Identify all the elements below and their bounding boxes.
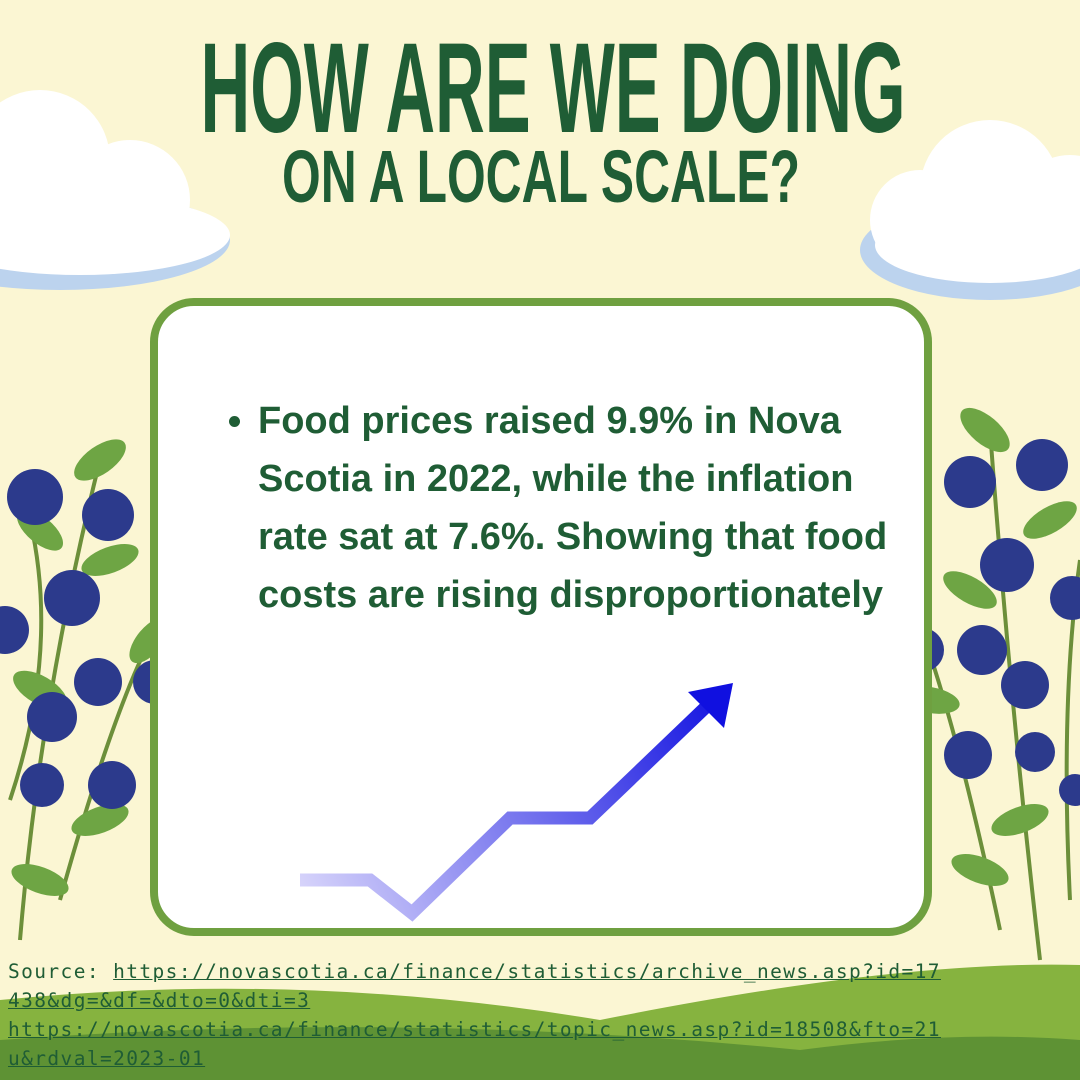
subtitle: ON A LOCAL SCALE? [282, 135, 800, 218]
trend-arrow [300, 700, 713, 922]
source-link[interactable]: https://novascotia.ca/finance/statistics… [8, 1018, 941, 1070]
bullet: Food prices raised 9.9% in Nova Scotia i… [258, 392, 908, 624]
bush-right [900, 407, 1080, 961]
source: Source: https://novascotia.ca/finance/st… [8, 957, 943, 1073]
hill [0, 1027, 1080, 1080]
arrow-head [688, 683, 733, 728]
cloud-left [0, 90, 230, 290]
title: HOW ARE WE DOING [201, 17, 906, 160]
source-label: Source: [8, 960, 100, 983]
cloud-right [860, 120, 1080, 300]
bullet-list: Food prices raised 9.9% in Nova Scotia i… [222, 392, 908, 624]
source-link[interactable]: https://novascotia.ca/finance/statistics… [8, 960, 941, 1012]
card [150, 298, 932, 936]
